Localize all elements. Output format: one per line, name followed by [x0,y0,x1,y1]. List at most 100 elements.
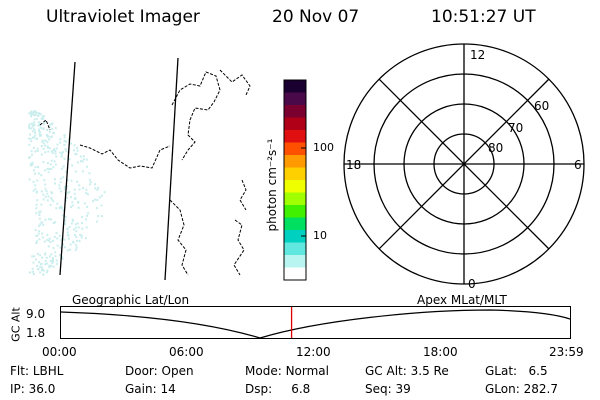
colorbar-tick-10: 10 [313,229,327,242]
image-pixel [54,182,56,185]
image-pixel [79,155,82,158]
image-pixel [33,121,36,124]
image-pixel [56,202,59,205]
image-pixel [80,234,83,237]
image-pixel [71,204,74,207]
glat-status: GLat: 6.5 [485,364,548,378]
image-pixel [46,141,49,144]
image-pixel [42,269,45,272]
image-pixel [33,110,36,113]
image-pixel [63,139,66,142]
x-tick-06: 06:00 [169,345,204,359]
image-pixel [63,143,66,146]
image-pixel [86,214,88,217]
image-pixel [45,256,48,259]
instrument-title: Ultraviolet Imager [46,7,200,27]
dsp-status: Dsp: 6.8 [245,382,311,396]
image-pixel [35,191,38,194]
image-pixel [44,139,47,142]
image-pixel [78,240,81,242]
image-pixel [66,179,69,182]
image-pixel [82,155,85,158]
image-pixel [38,128,41,131]
image-pixel [73,149,75,152]
image-pixel [73,144,76,147]
image-pixel [52,166,55,169]
image-pixel [36,234,39,237]
image-pixel [40,221,43,224]
image-pixel [36,147,39,150]
image-pixel [40,203,43,206]
image-pixel [67,237,70,240]
image-pixel [74,248,77,251]
image-pixel [36,150,39,152]
image-pixel [85,158,88,161]
image-pixel [31,163,34,166]
image-pixel [34,131,37,134]
image-pixel [76,146,78,149]
image-pixel [73,192,76,195]
image-pixel [39,131,41,134]
image-pixel [82,187,84,190]
image-pixel [38,129,40,132]
image-pixel [32,189,35,192]
image-pixel [50,135,53,138]
image-pixel [36,240,38,243]
image-pixel [86,165,88,168]
mlt-label-18: 18 [346,158,361,172]
image-pixel [75,244,78,247]
image-pixel [44,252,47,255]
image-pixel [32,180,35,183]
image-pixel [31,136,34,139]
image-pixel [72,228,75,231]
image-pixel [55,262,58,265]
image-pixel [44,144,47,147]
image-pixel [55,207,58,210]
image-pixel [31,130,34,133]
image-pixel [60,238,63,241]
image-pixel [44,183,47,186]
image-pixel [34,129,36,132]
image-pixel [33,114,35,117]
image-pixel [55,232,58,235]
image-pixel [75,239,78,242]
image-pixel [46,134,48,136]
image-pixel [77,206,80,209]
image-pixel [46,238,49,241]
image-pixel [50,198,53,201]
image-pixel [54,255,57,258]
image-pixel [59,141,62,144]
image-pixel [88,178,91,181]
image-pixel [42,193,45,196]
image-pixel [70,205,72,208]
image-pixel [59,254,62,256]
image-pixel [39,271,42,274]
image-pixel [45,262,48,265]
image-pixel [61,206,63,209]
image-pixel [37,121,40,124]
image-pixel [38,112,41,115]
image-pixel [59,138,62,141]
image-pixel [34,150,37,153]
image-pixel [30,122,33,125]
image-pixel [42,148,45,150]
image-pixel [64,215,67,218]
colorbar-band [284,217,306,231]
image-pixel [33,255,36,258]
colorbar-band [284,80,306,93]
image-pixel [49,136,52,139]
image-pixel [42,161,45,163]
image-pixel [51,152,54,154]
image-pixel [44,218,47,221]
image-pixel [40,262,43,265]
image-pixel [55,155,58,158]
mode-status: Mode: Normal [245,364,329,378]
geographic-image-panel [28,57,251,281]
image-pixel [30,150,33,153]
x-tick-18: 18:00 [423,345,458,359]
image-pixel [31,161,34,164]
observation-time: 10:51:27 UT [431,7,536,27]
image-pixel [35,137,38,140]
image-pixel [68,190,71,193]
image-pixel [52,247,55,250]
